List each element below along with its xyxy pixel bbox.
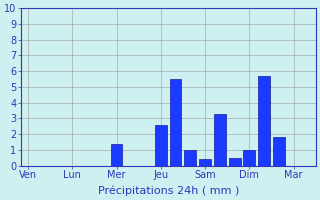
Bar xyxy=(111,144,123,166)
Bar xyxy=(273,137,285,166)
Bar xyxy=(184,150,196,166)
Bar xyxy=(244,150,255,166)
Bar xyxy=(229,158,241,166)
X-axis label: Précipitations 24h ( mm ): Précipitations 24h ( mm ) xyxy=(98,185,239,196)
Bar xyxy=(214,114,226,166)
Bar xyxy=(199,159,211,166)
Bar xyxy=(170,79,181,166)
Bar xyxy=(258,76,270,166)
Bar xyxy=(155,125,167,166)
